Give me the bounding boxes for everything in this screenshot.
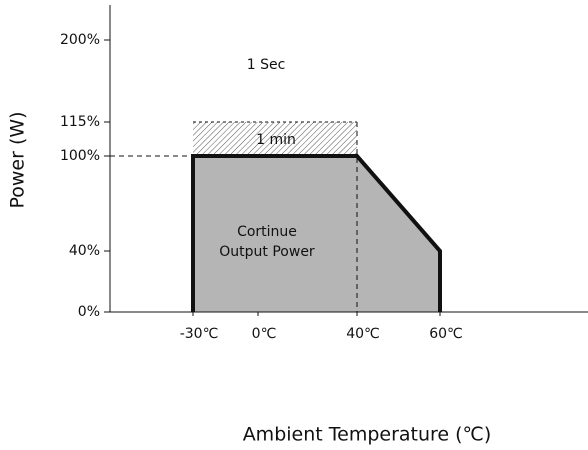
annotation: 1 min bbox=[256, 132, 296, 148]
annotation: Output Power bbox=[219, 244, 315, 260]
x-tick-label: 0℃ bbox=[252, 326, 277, 342]
y-axis-label: Power (W) bbox=[7, 111, 29, 208]
y-tick-label: 40% bbox=[69, 243, 100, 259]
y-tick-label: 0% bbox=[78, 304, 100, 320]
overload-region bbox=[193, 122, 357, 156]
x-tick-label: -30℃ bbox=[180, 326, 219, 342]
y-tick-label: 200% bbox=[60, 32, 100, 48]
y-tick-label: 115% bbox=[60, 114, 100, 130]
power-area bbox=[191, 154, 442, 312]
x-tick-label: 60℃ bbox=[429, 326, 463, 342]
y-tick-label: 100% bbox=[60, 148, 100, 164]
annotation: 1 Sec bbox=[247, 57, 286, 73]
x-tick-label: 40℃ bbox=[346, 326, 380, 342]
annotation: Cortinue bbox=[237, 224, 297, 240]
x-axis-label: Ambient Temperature (℃) bbox=[243, 424, 492, 446]
